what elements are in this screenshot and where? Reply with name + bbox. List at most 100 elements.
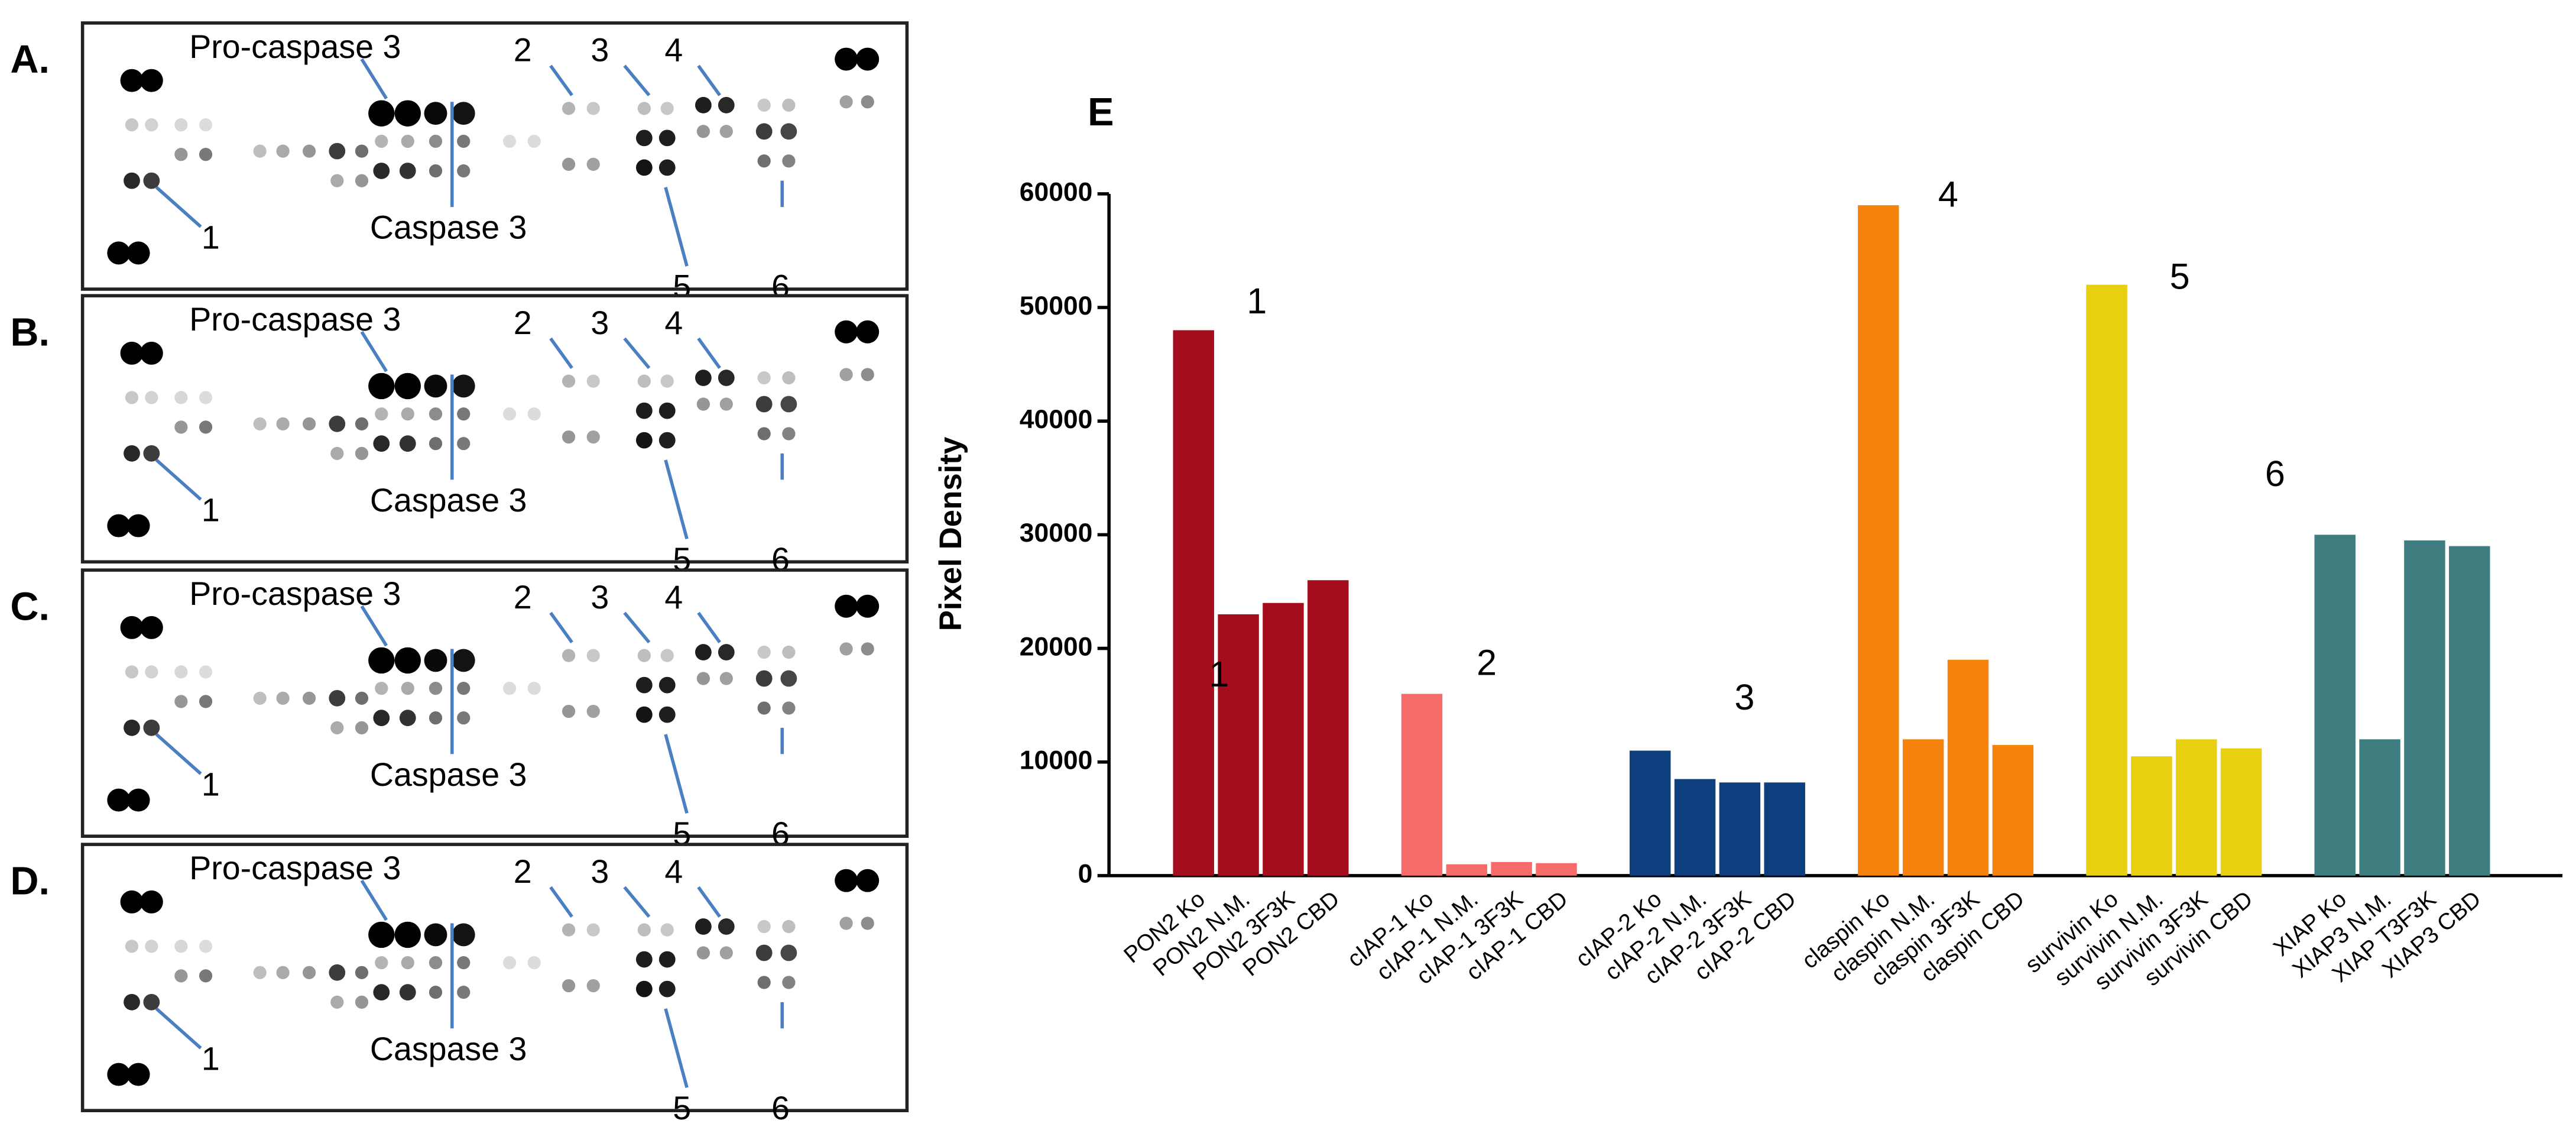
blot-spot <box>562 430 576 444</box>
bar <box>1947 659 1989 876</box>
blot-spot <box>457 682 471 695</box>
blot-spot <box>527 682 541 695</box>
blot-spot <box>120 69 144 92</box>
blot-spot <box>394 100 421 127</box>
blot-spot <box>502 956 517 970</box>
bar-annotation: 3 <box>1734 677 1754 717</box>
blot-annotation: Pro-caspase 3 <box>189 575 401 612</box>
panel-border <box>80 21 909 291</box>
blot-spot <box>782 976 796 989</box>
bar <box>1902 739 1944 876</box>
blot-spot <box>107 788 131 812</box>
blot-spot <box>719 672 733 685</box>
blot-spot <box>276 966 290 979</box>
blot-spot <box>174 665 188 679</box>
blot-spot <box>429 711 443 725</box>
blot-spot <box>429 407 443 421</box>
blot-spot <box>124 445 140 462</box>
blot-panel: A. Pro-caspase 3 2 3 41 Caspase 35 6 <box>10 21 909 305</box>
panel-label: E <box>1088 90 1114 134</box>
leader-line <box>664 734 689 814</box>
blot-spot <box>424 923 447 947</box>
blot-spot <box>856 869 880 892</box>
blot-spot <box>695 370 712 386</box>
y-tick-label: 30000 <box>1020 519 1093 548</box>
blot-spot <box>696 125 710 138</box>
blot-spot <box>276 691 290 705</box>
blot-annotation: 2 <box>514 579 532 616</box>
blot-spot <box>780 123 797 140</box>
blot-spot <box>145 665 158 679</box>
leader-line <box>360 879 388 921</box>
blot-spot <box>125 118 139 132</box>
blot-spot <box>757 154 771 168</box>
blot-spot <box>107 514 131 537</box>
blot-annotation: 2 <box>514 305 532 341</box>
bar <box>2449 546 2490 876</box>
blot-spot <box>174 118 188 132</box>
blot-spot <box>457 134 471 148</box>
blot-spot <box>562 704 576 718</box>
blot-spot <box>755 396 773 413</box>
leader-line <box>360 58 388 100</box>
blot-spot <box>329 964 346 981</box>
leader-line <box>360 605 388 647</box>
blot-spot <box>174 695 188 708</box>
leader-line <box>697 337 721 369</box>
leader-line <box>549 64 573 96</box>
blot-spot <box>562 102 576 115</box>
blot-spot <box>174 940 188 953</box>
blot-spot <box>660 374 674 388</box>
blot-spot <box>660 649 674 662</box>
blot-spot <box>755 670 773 687</box>
blot-spot <box>586 430 600 444</box>
blot-spot <box>861 95 874 109</box>
blot-spot <box>174 420 188 434</box>
blot-annotation: 3 <box>591 305 609 341</box>
blot-spot <box>839 368 853 381</box>
blot-spot <box>375 407 388 421</box>
blot-spot <box>782 371 796 385</box>
bar <box>1401 694 1443 876</box>
blot-annotation: Caspase 3 <box>370 482 527 519</box>
bar <box>2131 756 2172 876</box>
blot-spot <box>276 417 290 430</box>
blot-spot <box>424 102 447 125</box>
blot-spot <box>457 407 471 421</box>
bar <box>1218 614 1259 876</box>
bar <box>2404 540 2445 876</box>
bar <box>1536 863 1577 876</box>
blot-spot <box>330 446 344 460</box>
blot-spot <box>139 69 163 92</box>
blot-spot <box>143 993 160 1011</box>
panel-border <box>80 294 909 564</box>
blot-spot <box>718 370 735 386</box>
blot-spot <box>355 721 369 734</box>
blot-annotation: 4 <box>664 32 683 69</box>
blot-spot <box>586 923 600 937</box>
blot-spot <box>375 134 388 148</box>
blot-spot <box>839 917 853 930</box>
blot-spot <box>253 417 267 430</box>
blot-annotation: 2 <box>514 853 532 890</box>
blot-spot <box>355 966 369 979</box>
blot-spot <box>562 979 576 993</box>
blot-spot <box>368 647 395 674</box>
blot-spot <box>719 125 733 138</box>
blot-spot <box>174 148 188 161</box>
blot-spot <box>755 944 773 961</box>
leader-line <box>697 886 721 918</box>
blot-spot <box>635 980 653 998</box>
panel-label: D. <box>10 859 50 903</box>
blot-spot <box>658 676 676 694</box>
blot-spot <box>253 144 267 158</box>
blot-spot <box>757 976 771 989</box>
blot-annotation: 4 <box>664 579 683 616</box>
y-tick-label: 50000 <box>1020 292 1093 320</box>
blot-spot <box>757 427 771 441</box>
blot-spot <box>375 956 388 970</box>
blot-spot <box>368 100 395 127</box>
blot-spot <box>637 923 651 937</box>
blot-spot <box>502 134 517 148</box>
blot-spot <box>637 374 651 388</box>
